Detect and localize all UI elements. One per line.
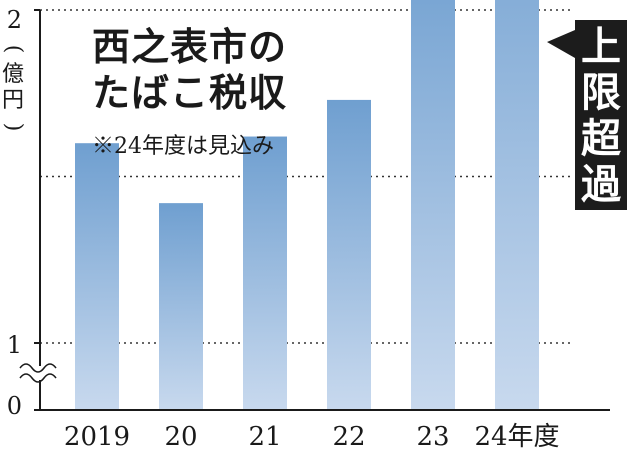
y-tick-label-0: 0: [7, 392, 22, 420]
x-tick-label-2019: 2019: [64, 422, 130, 450]
grid-lines: [40, 9, 570, 344]
unit-paren-close: ): [1, 122, 26, 132]
x-tick-label-23: 23: [416, 422, 449, 450]
callout-char-3: 超: [581, 116, 621, 162]
title-line-2: たばこ税収: [92, 71, 288, 115]
unit-char-1: 億: [1, 62, 24, 87]
unit-char-2: 円: [1, 88, 24, 113]
y-axis-unit: ( 億 円 ): [0, 36, 26, 140]
bar-23: [411, 0, 455, 411]
bar-24年度: [495, 0, 539, 410]
x-tick-label-22: 22: [332, 422, 365, 450]
bars: [75, 0, 575, 411]
axis-break-wave-1: [19, 363, 57, 373]
bar-2019: [75, 143, 119, 410]
x-tick-label-20: 20: [164, 422, 197, 450]
callout-char-4: 過: [581, 162, 621, 208]
unit-paren-open: (: [1, 44, 26, 54]
chart-title: 西之表市の たばこ税収: [92, 24, 287, 116]
title-line-1: 西之表市の: [92, 25, 288, 69]
chart-note: ※24年度は見込み: [92, 134, 274, 159]
axis-break-wave-2: [19, 373, 57, 383]
callout-char-1: 上: [581, 24, 621, 70]
axes: [19, 9, 610, 411]
callout-char-2: 限: [581, 70, 621, 116]
x-tick-label-24年度: 24年度: [474, 422, 559, 450]
excess-callout: 上 限 超 過: [575, 20, 627, 210]
bar-20: [159, 203, 203, 410]
bar-21: [243, 136, 287, 411]
y-tick-label-1: 1: [7, 331, 22, 359]
y-tick-label-2: 2: [7, 6, 22, 34]
callout-pointer: [547, 30, 575, 58]
axis-break-gap: [28, 366, 54, 380]
bar-22: [327, 99, 371, 410]
x-tick-label-21: 21: [248, 422, 281, 450]
